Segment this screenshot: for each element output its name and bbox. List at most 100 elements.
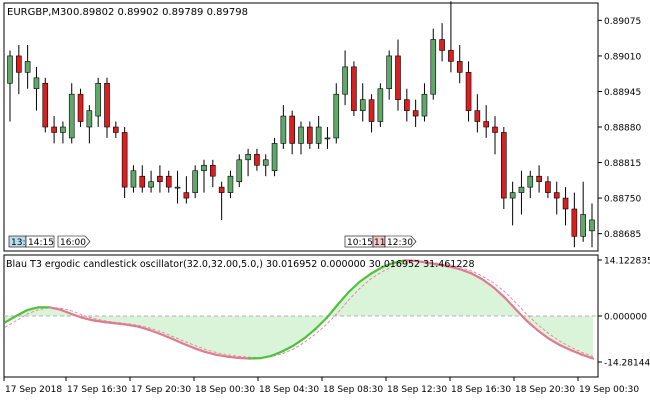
- candle-body: [140, 176, 145, 187]
- time-tick-label: 18 Sep 16:30: [451, 385, 511, 395]
- time-marker-text: 13:: [11, 238, 25, 248]
- oscillator-axis: 14.122835 0.000000 -14.281446: [598, 257, 650, 369]
- candle-body: [475, 111, 480, 122]
- time-marker-text: 12:30: [387, 238, 413, 248]
- candle-body: [175, 187, 180, 188]
- price-axis: 0.890750.890100.889450.888800.888150.887…: [598, 17, 641, 240]
- candle-body: [52, 127, 57, 132]
- time-tick-label: 18 Sep 04:30: [259, 385, 319, 395]
- candle-body: [105, 83, 110, 127]
- candle-body: [131, 171, 136, 187]
- candle-body: [501, 132, 506, 198]
- candle-body: [493, 127, 498, 132]
- candle-body: [528, 176, 533, 187]
- time-marker-text: 10:15: [347, 238, 373, 248]
- candle-body: [537, 176, 542, 181]
- time-tick-label: 19 Sep 00:30: [579, 385, 639, 395]
- candle-body: [431, 40, 436, 95]
- candle-body: [254, 154, 259, 165]
- candle-body: [351, 67, 356, 111]
- candle-body: [237, 160, 242, 182]
- candle-body: [343, 67, 348, 94]
- price-tick-label: 0.88750: [604, 195, 641, 205]
- osc-tick-label: 14.122835: [604, 257, 650, 267]
- candle-body: [545, 182, 550, 193]
- indicator-label: Blau T3 ergodic candlestick oscillator(3…: [6, 259, 475, 270]
- time-tick-label: 17 Sep 16:30: [67, 385, 127, 395]
- candle-body: [25, 61, 30, 72]
- candle: [501, 127, 506, 209]
- candle: [378, 83, 383, 127]
- candle-body: [325, 138, 330, 139]
- candle-body: [440, 40, 445, 51]
- price-tick-label: 0.88815: [604, 159, 641, 169]
- candle: [351, 61, 356, 116]
- oscillator-segment: [105, 322, 116, 323]
- time-marker-left: 13: 14:15 16:00: [9, 236, 90, 248]
- symbol-label: EURGBP,M30: [7, 7, 73, 18]
- candle-body: [219, 187, 224, 192]
- candle-body: [246, 154, 251, 159]
- ohlc-values: 0.89802 0.89902 0.89789 0.89798: [73, 7, 248, 18]
- price-tick-label: 0.88880: [604, 124, 641, 134]
- time-tick-label: 18 Sep 00:30: [195, 385, 255, 395]
- price-tick-label: 0.88685: [604, 230, 641, 240]
- candle-body: [422, 94, 427, 116]
- candle-body: [210, 165, 215, 176]
- candle: [431, 29, 436, 100]
- time-tick-label: 17 Sep 2018: [5, 385, 62, 395]
- candle-body: [43, 83, 48, 127]
- candle-body: [166, 176, 171, 187]
- candle-body: [78, 94, 83, 121]
- candle-body: [387, 56, 392, 89]
- candle-body: [334, 94, 339, 138]
- time-tick-label: 17 Sep 20:30: [131, 385, 191, 395]
- candle-body: [510, 193, 515, 198]
- time-marker-text: 14:15: [28, 238, 54, 248]
- candle-body: [69, 94, 74, 138]
- candle-body: [263, 160, 268, 165]
- candle-body: [202, 165, 207, 170]
- price-tick-label: 0.88945: [604, 88, 641, 98]
- candle-body: [396, 56, 401, 100]
- candle: [272, 138, 277, 176]
- candle: [78, 89, 83, 127]
- candle-body: [34, 78, 39, 89]
- candle-body: [149, 182, 154, 187]
- candle-body: [448, 50, 453, 61]
- time-marker-right: 10:15 11: 12:30: [345, 236, 416, 248]
- candle-body: [290, 116, 295, 143]
- candle-body: [184, 193, 189, 198]
- time-tick-label: 18 Sep 20:30: [515, 385, 575, 395]
- candle-body: [16, 56, 21, 72]
- candle-body: [60, 127, 65, 132]
- candle-body: [228, 176, 233, 192]
- candle-body: [590, 220, 595, 231]
- candle-body: [272, 143, 277, 170]
- candle-body: [316, 127, 321, 143]
- candle: [43, 78, 48, 133]
- candle: [122, 127, 127, 198]
- time-tick-label: 18 Sep 08:30: [323, 385, 383, 395]
- candle-body: [554, 193, 559, 198]
- candle-body: [457, 61, 462, 72]
- candle-body: [563, 198, 568, 209]
- candle-body: [413, 111, 418, 116]
- candle-body: [281, 116, 286, 143]
- price-tick-label: 0.89075: [604, 17, 641, 27]
- candle-body: [96, 83, 101, 116]
- candle-body: [299, 127, 304, 143]
- osc-tick-label: -14.281446: [604, 359, 650, 369]
- osc-tick-label: 0.000000: [604, 313, 647, 323]
- time-tick-label: 18 Sep 12:30: [387, 385, 447, 395]
- candle-body: [113, 127, 118, 132]
- candle-body: [8, 56, 13, 83]
- oscillator-segment: [227, 357, 238, 358]
- oscillator-segment: [238, 358, 249, 359]
- candle-body: [122, 132, 127, 187]
- candle-body: [519, 187, 524, 192]
- candle-body: [193, 171, 198, 193]
- oscillator-segment: [116, 323, 127, 324]
